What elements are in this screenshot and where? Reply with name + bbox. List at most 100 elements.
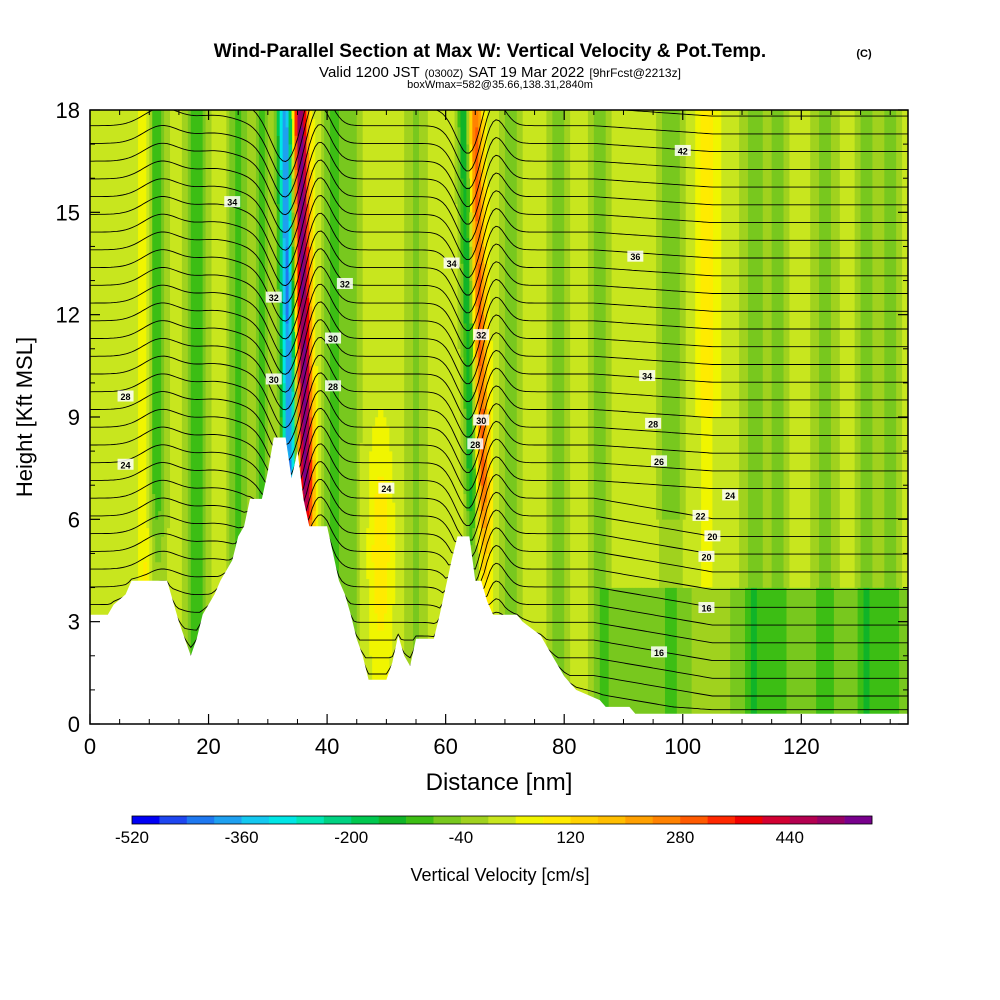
velocity-cell [294, 203, 299, 239]
velocity-cell [306, 485, 310, 503]
velocity-cell [294, 297, 299, 333]
velocity-cell [774, 587, 779, 724]
velocity-cell [709, 587, 713, 724]
velocity-cell [570, 110, 574, 724]
velocity-cell [691, 110, 696, 588]
velocity-cell [893, 587, 897, 724]
velocity-cell [416, 110, 420, 724]
velocity-cell [466, 237, 470, 469]
velocity-cell [418, 110, 423, 724]
velocity-cell [101, 110, 106, 724]
velocity-cell [842, 110, 847, 588]
velocity-cell [759, 110, 764, 588]
velocity-cell [836, 110, 841, 588]
velocity-cell [783, 587, 788, 724]
theta-contour-line [90, 496, 908, 570]
velocity-cell [807, 110, 811, 588]
velocity-cell [490, 468, 494, 529]
velocity-cell [389, 110, 393, 452]
velocity-cell [155, 519, 159, 563]
theta-contour-line [90, 159, 908, 251]
theta-contour-line [90, 390, 908, 477]
velocity-cell [863, 110, 868, 588]
velocity-cell [620, 110, 625, 588]
velocity-cell [306, 246, 310, 298]
velocity-cell [638, 587, 642, 724]
velocity-cell [629, 587, 633, 724]
velocity-cell [220, 110, 224, 724]
velocity-cell [291, 280, 296, 315]
velocity-cell [860, 110, 865, 588]
velocity-cell [804, 110, 808, 588]
velocity-cell [285, 127, 290, 247]
theta-contour-line [90, 141, 908, 233]
colorbar-swatch [433, 816, 462, 824]
velocity-cell [380, 110, 385, 409]
theta-contour-line [90, 372, 908, 462]
velocity-cell [644, 110, 648, 588]
velocity-cell [587, 110, 592, 724]
velocity-cell [827, 110, 832, 588]
velocity-cell [869, 587, 874, 724]
velocity-cell [404, 110, 408, 724]
contour-label: 28 [121, 392, 131, 402]
velocity-cell [282, 382, 287, 443]
velocity-cell [801, 587, 805, 724]
velocity-cell [703, 110, 708, 418]
velocity-cell [842, 587, 847, 724]
colorbar: -520 -360 -200 -40 120 280 440 [115, 815, 873, 847]
x-tick-label: 80 [552, 734, 576, 759]
velocity-cell [291, 178, 296, 213]
velocity-cell [555, 110, 559, 724]
theta-contour-line [90, 407, 908, 491]
velocity-cell [685, 110, 690, 588]
velocity-cell [484, 178, 488, 264]
velocity-cell [890, 110, 894, 588]
velocity-cell [792, 587, 796, 724]
velocity-cell [718, 417, 722, 588]
velocity-cell [436, 110, 441, 724]
theta-contour-line [252, 110, 908, 162]
colorbar-swatch [515, 816, 544, 824]
velocity-cell [756, 110, 761, 588]
velocity-cell [632, 110, 636, 588]
velocity-cell [300, 110, 304, 128]
velocity-cell [765, 587, 770, 724]
velocity-cell [742, 587, 746, 724]
velocity-cell [330, 110, 334, 724]
velocity-cell [306, 348, 310, 401]
velocity-cell [890, 587, 894, 724]
colorbar-swatch [597, 816, 626, 824]
velocity-cell [484, 502, 488, 529]
contour-label: 36 [630, 252, 640, 262]
velocity-cell [285, 110, 290, 128]
contour-label: 20 [701, 552, 711, 562]
velocity-cell [848, 110, 853, 588]
velocity-cell [472, 468, 476, 529]
velocity-cell [421, 110, 426, 724]
x-tick-label: 120 [783, 734, 820, 759]
velocity-cell [816, 587, 820, 724]
velocity-cell [611, 587, 616, 724]
velocity-cell [896, 587, 900, 724]
velocity-cell [510, 110, 515, 724]
velocity-cell [682, 519, 687, 588]
velocity-cell [478, 485, 482, 512]
velocity-cell [223, 110, 227, 724]
velocity-cell [472, 391, 476, 426]
velocity-cell [232, 110, 236, 724]
theta-contour-line [90, 212, 908, 304]
velocity-cell [739, 587, 743, 724]
velocity-cell [113, 110, 118, 724]
theta-contour-line [90, 319, 908, 411]
contour-label: 22 [696, 511, 706, 521]
velocity-cell [573, 110, 577, 724]
contour-label-bg [378, 482, 395, 494]
theta-contour-line [90, 195, 908, 287]
velocity-cell [445, 110, 450, 724]
velocity-cell [244, 110, 248, 724]
velocity-cell [463, 323, 467, 409]
velocity-cell [721, 587, 725, 724]
velocity-cell [309, 493, 313, 520]
velocity-cell [685, 587, 690, 724]
